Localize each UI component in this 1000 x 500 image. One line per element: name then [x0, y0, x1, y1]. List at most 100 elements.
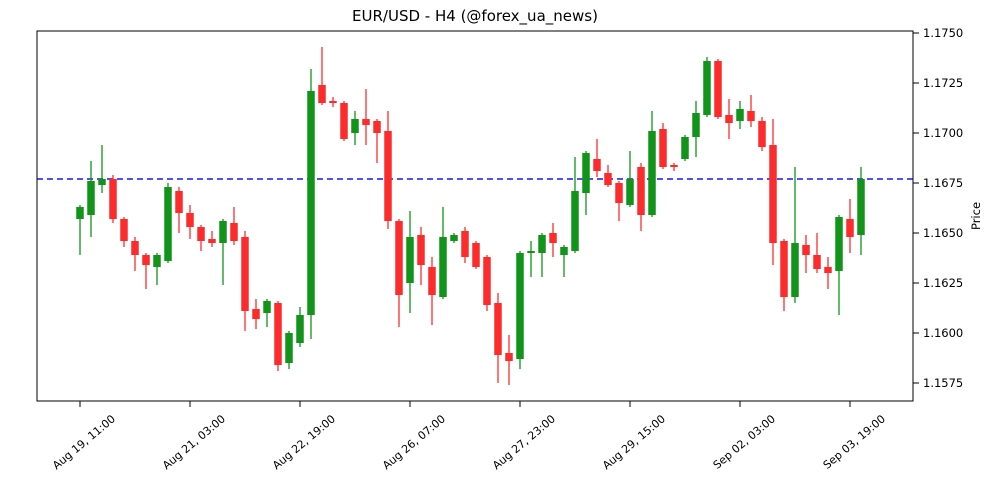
y-tick-label: 1.1700 [923, 126, 963, 140]
x-tick-label: Aug 29, 15:00 [600, 412, 668, 472]
candle-30 [406, 211, 414, 313]
candle-58 [714, 59, 722, 119]
candle-55 [681, 135, 689, 161]
candle-5 [131, 237, 139, 271]
candle-body [307, 91, 315, 315]
candle-body [626, 179, 634, 205]
candle-body [175, 191, 183, 213]
candle-body [164, 187, 172, 261]
candle-body [120, 219, 128, 241]
candle-body [604, 173, 612, 185]
candle-28 [384, 111, 392, 229]
candle-65 [791, 167, 799, 303]
candle-body [428, 267, 436, 295]
candle-body [153, 255, 161, 267]
candle-33 [439, 207, 447, 299]
x-tick-label: Aug 22, 19:00 [270, 412, 338, 472]
candle-48 [604, 165, 612, 187]
candle-body [439, 237, 447, 297]
x-tick-label: Sep 02, 03:00 [711, 412, 778, 471]
candle-12 [208, 231, 216, 247]
candle-body [329, 101, 337, 103]
candles-layer [76, 47, 865, 385]
candle-23 [329, 97, 337, 107]
candle-14 [230, 207, 238, 245]
candle-41 [527, 241, 535, 277]
candle-body [296, 315, 304, 343]
candle-32 [428, 257, 436, 325]
candle-body [835, 217, 843, 271]
candle-49 [615, 181, 623, 221]
candle-body [670, 165, 678, 167]
candle-body [813, 255, 821, 269]
candle-51 [637, 163, 645, 231]
candle-7 [153, 253, 161, 285]
candle-17 [263, 299, 271, 327]
candle-26 [362, 89, 370, 145]
candle-body [681, 137, 689, 159]
candle-body [791, 243, 799, 297]
candle-body [648, 131, 656, 215]
candle-body [109, 179, 117, 219]
candle-body [615, 183, 623, 203]
candle-38 [494, 293, 502, 383]
candle-42 [538, 233, 546, 277]
x-tick-label: Aug 27, 23:00 [490, 412, 558, 472]
candle-4 [120, 217, 128, 247]
candle-29 [395, 219, 403, 327]
candle-body [549, 233, 557, 243]
candle-10 [186, 205, 194, 239]
y-tick-label: 1.1675 [923, 176, 963, 190]
candle-body [571, 191, 579, 251]
candle-45 [571, 157, 579, 253]
x-tick-label: Aug 26, 07:00 [380, 412, 448, 472]
candle-63 [769, 119, 777, 265]
candle-61 [747, 95, 755, 127]
candle-body [230, 223, 238, 241]
candle-body [505, 353, 513, 361]
candle-body [593, 159, 601, 171]
candle-35 [461, 227, 469, 263]
candle-56 [692, 101, 700, 157]
candle-body [692, 113, 700, 137]
x-tick-label: Sep 03, 19:00 [821, 412, 888, 471]
y-tick-label: 1.1600 [923, 326, 963, 340]
candle-68 [824, 257, 832, 289]
candle-body [351, 119, 359, 133]
candle-59 [725, 99, 733, 139]
candle-body [219, 221, 227, 243]
candle-body [373, 121, 381, 133]
candle-40 [516, 251, 524, 369]
plot-frame [36, 30, 914, 402]
candle-body [395, 221, 403, 295]
candle-body [406, 237, 414, 283]
candle-body [318, 85, 326, 103]
candle-18 [274, 301, 282, 371]
candle-69 [835, 215, 843, 315]
candle-2 [98, 145, 106, 193]
candle-body [659, 129, 667, 167]
candle-body [472, 243, 480, 267]
x-tick-label: Aug 19, 11:00 [50, 412, 118, 472]
candle-body [76, 207, 84, 219]
candle-70 [846, 199, 854, 253]
candle-27 [373, 119, 381, 163]
candle-body [846, 219, 854, 237]
candle-body [450, 235, 458, 241]
y-tick-label: 1.1625 [923, 276, 963, 290]
candle-body [758, 121, 766, 147]
candle-body [538, 235, 546, 253]
y-tick-label: 1.1725 [923, 76, 963, 90]
axes-frame-layer [36, 30, 914, 402]
candle-36 [472, 241, 480, 269]
candle-39 [505, 335, 513, 385]
candle-66 [802, 235, 810, 273]
x-tick-label: Aug 21, 03:00 [160, 412, 228, 472]
candle-body [582, 153, 590, 193]
candle-31 [417, 227, 425, 285]
candle-11 [197, 225, 205, 251]
candle-body [98, 179, 106, 185]
chart-title: EUR/USD - H4 (@forex_ua_news) [352, 7, 598, 26]
candle-body [560, 247, 568, 255]
